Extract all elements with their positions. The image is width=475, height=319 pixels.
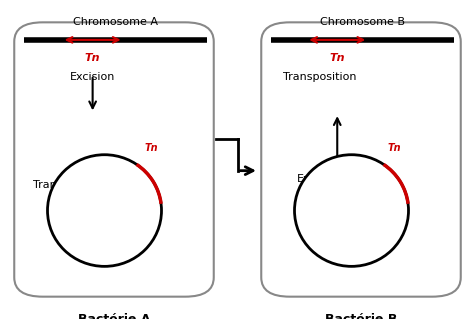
Text: Bactérie B: Bactérie B bbox=[325, 313, 397, 319]
FancyBboxPatch shape bbox=[14, 22, 214, 297]
Text: Transposition: Transposition bbox=[283, 72, 356, 82]
Text: Bactérie A: Bactérie A bbox=[78, 313, 150, 319]
Text: Tn: Tn bbox=[330, 53, 345, 63]
Text: Transposition: Transposition bbox=[33, 180, 107, 190]
Text: Plasmide: Plasmide bbox=[76, 204, 133, 217]
Ellipse shape bbox=[48, 155, 162, 266]
FancyBboxPatch shape bbox=[261, 22, 461, 297]
Text: Excision: Excision bbox=[70, 72, 115, 82]
Ellipse shape bbox=[294, 155, 408, 266]
Text: Tn: Tn bbox=[145, 143, 159, 153]
Text: Chromosome B: Chromosome B bbox=[320, 17, 405, 27]
Text: Chromosome A: Chromosome A bbox=[73, 17, 158, 27]
Text: Tn: Tn bbox=[387, 143, 401, 153]
Text: Tn: Tn bbox=[85, 53, 100, 63]
Text: Plasmide: Plasmide bbox=[323, 204, 380, 217]
Text: Excision: Excision bbox=[297, 174, 342, 184]
